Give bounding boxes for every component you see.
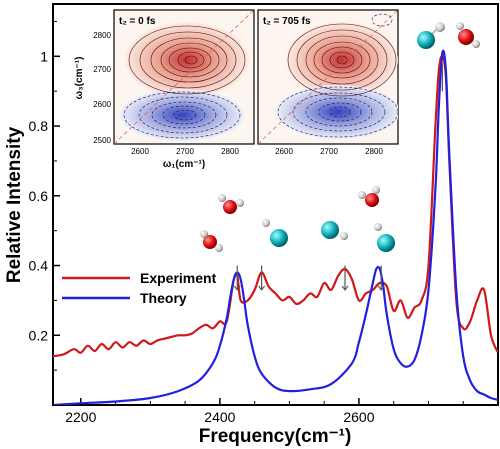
peak-arrow-head [341, 285, 349, 291]
y-axis-ticks: 0.2 0.4 0.6 0.8 1 [29, 20, 60, 371]
inset-2d-spectrum-1: t₂ = 0 fs 2500 2600 2700 2800 2600 2700 … [74, 9, 255, 170]
inset1-title: t₂ = 0 fs [119, 16, 156, 27]
inset2-title: t₂ = 705 fs [263, 16, 311, 27]
molecule-cyanide-2 [321, 221, 348, 240]
inset1-xtick-2700: 2700 [176, 147, 194, 156]
y-axis-title: Relative Intensity [4, 126, 25, 283]
molecule-cyanide-1 [262, 219, 288, 247]
molecule-water-3 [358, 186, 380, 207]
x-tick-label: 2200 [65, 409, 96, 425]
y-tick-label: 0.4 [29, 258, 49, 274]
inset1-xtick-2800: 2800 [221, 147, 239, 156]
y-tick-label: 0.2 [29, 327, 49, 343]
inset1-ytick-2600: 2600 [93, 100, 111, 109]
molecule-cluster-top [417, 22, 480, 49]
inset1-ytick-2800: 2800 [93, 31, 111, 40]
inset2-xtick-2800: 2800 [365, 147, 383, 156]
y-tick-label: 1 [40, 48, 48, 64]
peak-arrows [233, 63, 443, 291]
inset-2d-spectrum-2: t₂ = 705 fs 2600 2700 2800 [257, 9, 399, 156]
inset1-ytick-2700: 2700 [93, 65, 111, 74]
inset2-xtick-2700: 2700 [320, 147, 338, 156]
peak-arrow-head [258, 285, 266, 291]
peak-arrow-head [377, 285, 385, 291]
molecule-water-1 [218, 194, 244, 214]
legend: Experiment Theory [62, 270, 217, 306]
experiment-line [53, 54, 498, 358]
x-tick-label: 2400 [204, 409, 235, 425]
x-axis-title: Frequency(cm⁻¹) [199, 426, 352, 447]
theory-line [53, 49, 498, 405]
inset1-xtick-2600: 2600 [131, 147, 149, 156]
inset2-xtick-2600: 2600 [275, 147, 293, 156]
inset1-ylabel: ω₃(cm⁻¹) [74, 57, 85, 100]
y-tick-label: 0.6 [29, 188, 49, 204]
legend-label-theory: Theory [140, 290, 187, 306]
y-tick-label: 0.8 [29, 118, 49, 134]
inset1-ytick-2500: 2500 [93, 136, 111, 145]
legend-label-experiment: Experiment [140, 270, 217, 286]
molecule-water-2 [200, 230, 223, 252]
x-tick-label: 2600 [343, 409, 374, 425]
peak-arrow-head [233, 285, 241, 291]
inset1-xlabel: ω₁(cm⁻¹) [163, 159, 205, 170]
molecule-cyanide-3 [374, 223, 395, 252]
